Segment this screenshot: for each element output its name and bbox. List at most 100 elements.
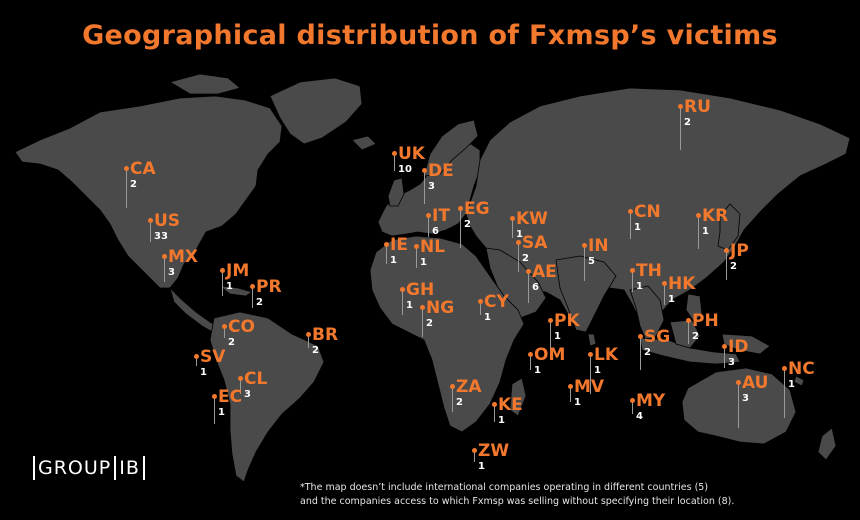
victim-count: 6	[532, 282, 539, 293]
victim-count: 1	[200, 367, 207, 378]
country-code: IN	[588, 236, 609, 256]
country-code: AU	[742, 373, 769, 393]
marker-stem	[517, 242, 519, 272]
marker-stem	[149, 220, 151, 242]
marker-pin	[581, 242, 587, 248]
country-code: CL	[244, 369, 268, 389]
victim-count: 1	[516, 229, 523, 240]
victim-count: 3	[728, 357, 735, 368]
country-code: GH	[406, 280, 435, 300]
marker-stem	[125, 168, 127, 208]
victim-count: 2	[312, 345, 319, 356]
marker-pin	[419, 304, 425, 310]
marker-pin	[219, 267, 225, 273]
marker-pin	[527, 351, 533, 357]
marker-stem	[511, 218, 513, 238]
marker-stem	[393, 153, 395, 171]
marker-pin	[637, 333, 643, 339]
marker-pin	[661, 280, 667, 286]
country-code: BR	[312, 325, 339, 345]
marker-stem	[629, 211, 631, 239]
country-code: US	[154, 211, 181, 231]
marker-pin	[629, 397, 635, 403]
victim-count: 33	[154, 231, 168, 242]
marker-pin	[627, 208, 633, 214]
country-code: PK	[554, 311, 580, 331]
marker-stem	[679, 106, 681, 150]
marker-stem	[529, 354, 531, 370]
marker-pin	[721, 343, 727, 349]
victim-count: 3	[742, 393, 749, 404]
marker-pin	[147, 217, 153, 223]
marker-stem	[549, 320, 551, 348]
marker-stem	[737, 382, 739, 428]
marker-stem	[421, 307, 423, 337]
victim-count: 2	[730, 261, 737, 272]
country-code: ZW	[478, 441, 510, 461]
marker-stem	[723, 346, 725, 368]
marker-stem	[631, 400, 633, 414]
country-code: EG	[464, 199, 490, 219]
victim-count: 1	[390, 255, 397, 266]
victim-count: 1	[636, 281, 643, 292]
marker-pin	[735, 379, 741, 385]
victim-count: 5	[588, 256, 595, 267]
marker-stem	[589, 354, 591, 394]
marker-pin	[695, 212, 701, 218]
marker-pin	[491, 401, 497, 407]
victim-count: 1	[702, 226, 709, 237]
country-code: MV	[574, 377, 605, 397]
marker-pin	[781, 365, 787, 371]
marker-stem	[213, 396, 215, 424]
victim-count: 1	[226, 281, 233, 292]
marker-stem	[459, 208, 461, 248]
victim-count: 6	[432, 226, 439, 237]
marker-pin	[477, 298, 483, 304]
country-code: JP	[730, 241, 749, 261]
marker-stem	[631, 270, 633, 292]
victim-count: 1	[534, 365, 541, 376]
marker-pin	[305, 331, 311, 337]
country-code: RU	[684, 97, 711, 117]
marker-pin	[629, 267, 635, 273]
marker-pin	[161, 253, 167, 259]
country-code: NC	[788, 359, 815, 379]
marker-stem	[697, 215, 699, 249]
marker-stem	[639, 336, 641, 370]
country-code: SV	[200, 347, 226, 367]
marker-pin	[383, 241, 389, 247]
victim-count: 1	[420, 257, 427, 268]
country-code: HK	[668, 274, 696, 294]
country-code: CA	[130, 159, 156, 179]
marker-stem	[473, 450, 475, 462]
country-code: TH	[636, 261, 662, 281]
marker-pin	[413, 243, 419, 249]
country-code: NG	[426, 298, 455, 318]
victim-count: 2	[256, 297, 263, 308]
marker-stem	[221, 270, 223, 296]
marker-stem	[479, 301, 481, 315]
page-title: Geographical distribution of Fxmsp’s vic…	[82, 20, 778, 51]
victim-count: 10	[398, 164, 412, 175]
country-code: DE	[428, 161, 454, 181]
marker-pin	[449, 383, 455, 389]
victim-count: 1	[498, 415, 505, 426]
victim-count: 1	[634, 222, 641, 233]
victim-count: 4	[636, 411, 643, 422]
country-code: KE	[498, 395, 523, 415]
marker-stem	[583, 245, 585, 281]
marker-stem	[527, 271, 529, 303]
marker-pin	[237, 375, 243, 381]
marker-pin	[547, 317, 553, 323]
marker-pin	[677, 103, 683, 109]
country-code: MY	[636, 391, 666, 411]
country-code: MX	[168, 247, 199, 267]
victim-count: 2	[684, 117, 691, 128]
marker-stem	[385, 244, 387, 264]
marker-stem	[163, 256, 165, 282]
victim-count: 1	[478, 461, 485, 472]
victim-count: 2	[692, 331, 699, 342]
footnote: *The map doesn’t include international c…	[300, 481, 840, 509]
marker-pin	[587, 351, 593, 357]
victim-count: 3	[244, 389, 251, 400]
